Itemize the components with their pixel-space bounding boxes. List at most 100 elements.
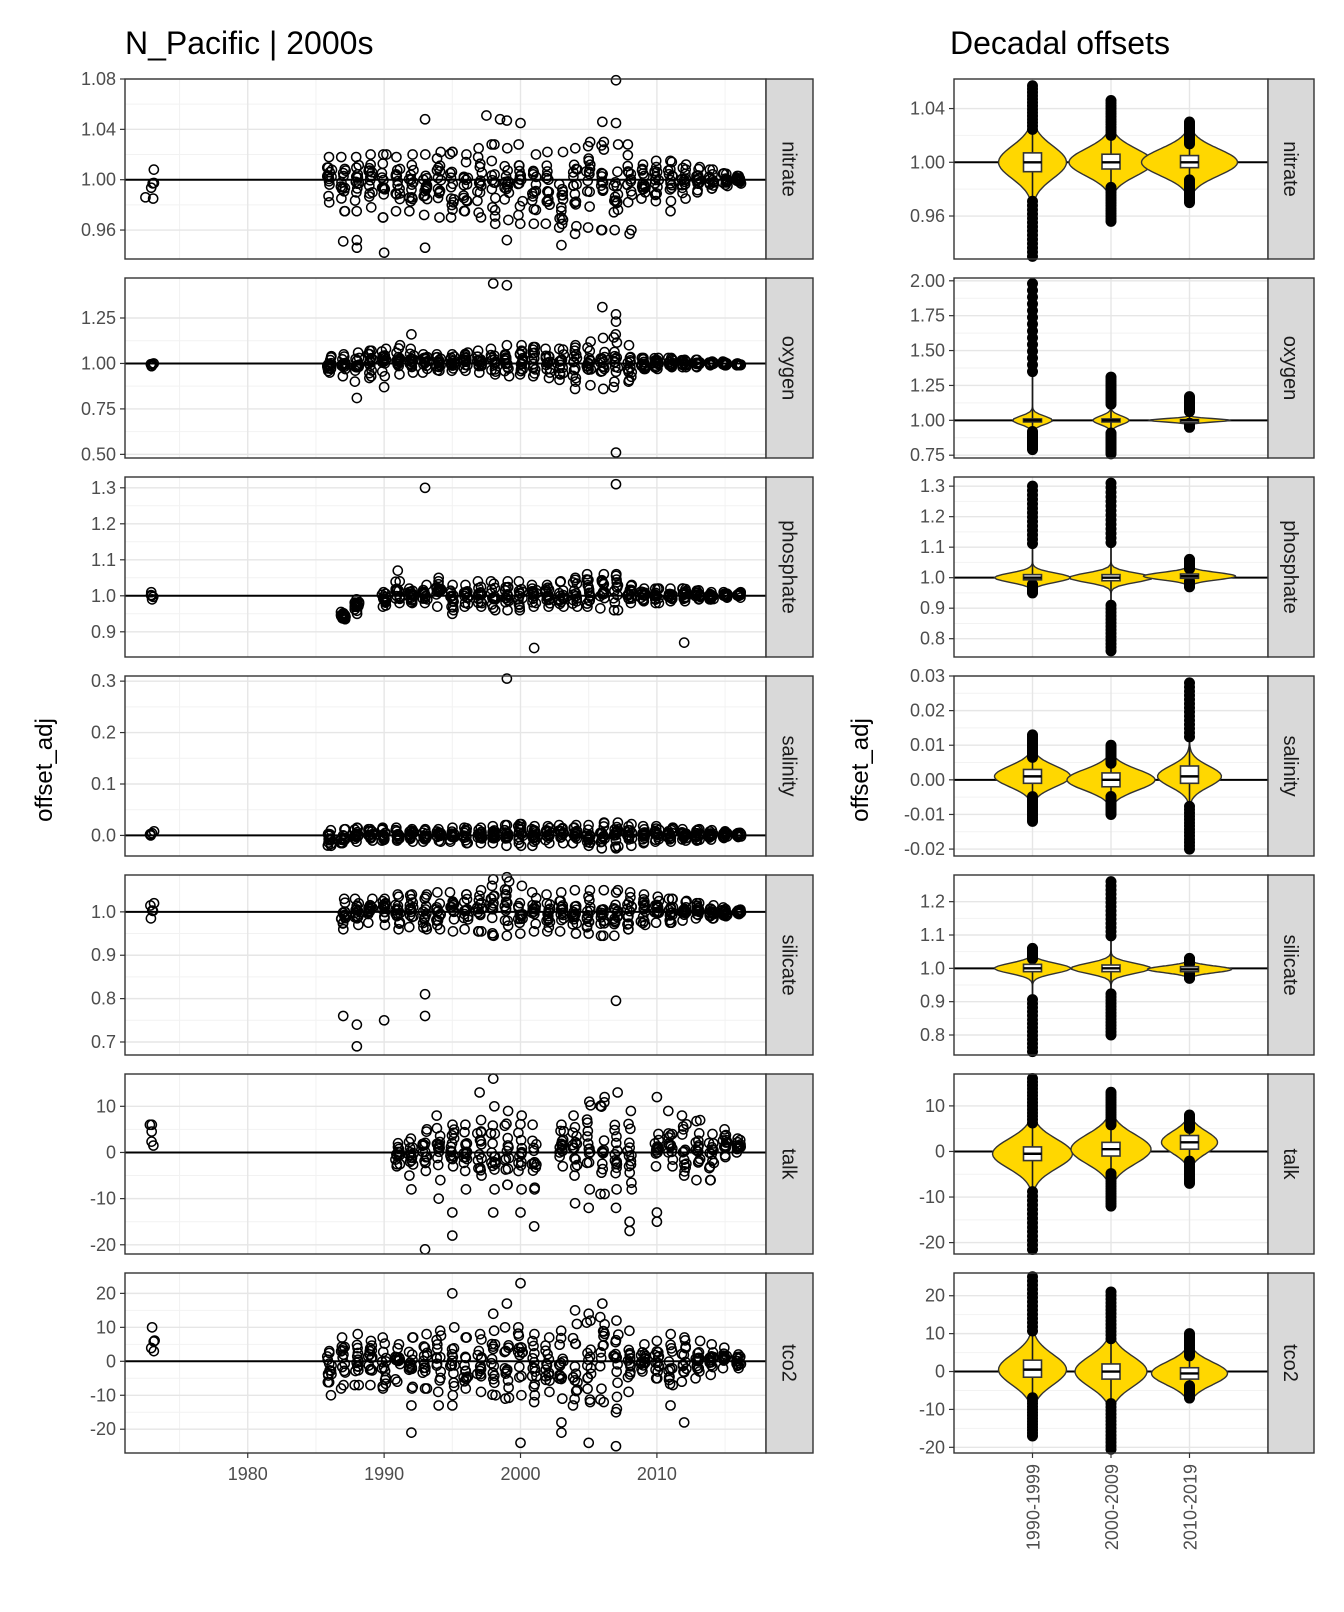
data-point — [500, 890, 512, 902]
x-tick-label: 1990-1999 — [1024, 1464, 1044, 1550]
data-point — [404, 1156, 416, 1168]
data-point — [403, 205, 415, 217]
data-point — [404, 591, 415, 603]
y-tick-label: -20 — [90, 1419, 116, 1439]
y-tick-label: 1.2 — [920, 892, 945, 912]
data-point — [596, 1383, 607, 1395]
data-point — [325, 1389, 337, 1401]
data-point — [623, 1386, 634, 1398]
data-point — [499, 1120, 511, 1132]
data-point — [502, 1375, 514, 1386]
data-point — [365, 171, 376, 183]
data-point — [609, 1148, 621, 1160]
data-point — [693, 1346, 705, 1358]
data-point — [403, 921, 415, 933]
data-point — [431, 1353, 443, 1364]
data-point — [635, 592, 647, 604]
data-point — [625, 1366, 636, 1378]
data-point — [609, 1155, 621, 1166]
outlier-point — [140, 191, 151, 203]
data-point — [623, 1137, 635, 1149]
data-point — [323, 175, 335, 187]
data-point — [611, 196, 623, 208]
outlier-dot — [1027, 729, 1038, 741]
data-point — [554, 895, 566, 907]
data-point — [376, 1362, 388, 1374]
data-point — [406, 353, 418, 365]
data-point — [486, 1353, 498, 1365]
data-point — [583, 574, 594, 586]
data-point — [608, 206, 620, 218]
data-point — [527, 1335, 538, 1347]
data-point — [474, 1328, 486, 1340]
data-point — [420, 891, 432, 903]
data-point — [418, 922, 429, 933]
right-panel-tco2: -20 -10 0 10 20 tco2 — [919, 1271, 1315, 1457]
outlier-point — [515, 1437, 526, 1449]
facet-label: talk — [778, 1148, 800, 1180]
left-title: N_Pacific | 2000s — [125, 25, 373, 61]
data-point — [514, 174, 525, 185]
data-point — [653, 174, 665, 186]
data-point — [379, 1338, 391, 1349]
data-point — [692, 175, 703, 186]
data-point — [595, 224, 607, 236]
data-point — [418, 1341, 430, 1352]
right-panel-oxygen: 0.75 1.00 1.25 1.50 1.75 2.00 oxygen — [910, 271, 1315, 465]
data-point — [543, 350, 555, 362]
violin-2000-2009 — [1070, 876, 1152, 1041]
data-point — [515, 1160, 527, 1171]
data-point — [598, 356, 609, 368]
data-point — [625, 351, 636, 363]
data-point — [488, 1360, 500, 1372]
y-tick-label: 0.9 — [920, 992, 945, 1012]
data-point — [446, 166, 458, 178]
data-point — [568, 1110, 579, 1121]
data-point — [407, 1332, 419, 1343]
data-point — [407, 176, 419, 188]
data-point — [514, 897, 526, 909]
data-point — [636, 352, 648, 364]
data-point — [623, 896, 635, 908]
data-point — [528, 186, 540, 198]
data-point — [569, 1152, 580, 1164]
data-point — [475, 596, 487, 608]
data-point — [568, 356, 580, 367]
data-point — [500, 903, 512, 914]
data-point — [460, 1138, 471, 1150]
data-point — [147, 359, 158, 371]
data-point — [598, 830, 610, 842]
facet-strip — [765, 1272, 814, 1454]
data-point — [599, 1188, 610, 1200]
data-point — [325, 360, 337, 372]
data-point — [582, 342, 593, 354]
data-point — [595, 1188, 606, 1200]
data-point — [639, 1353, 651, 1365]
data-point — [694, 1335, 706, 1347]
data-point — [513, 1361, 525, 1373]
data-point — [611, 1366, 623, 1378]
data-point — [681, 895, 692, 907]
data-point — [622, 166, 634, 177]
x-tick-label: 2010-2019 — [1181, 1464, 1201, 1550]
data-point — [447, 830, 459, 842]
data-point — [720, 1129, 732, 1141]
data-point — [694, 176, 705, 188]
data-point — [694, 1153, 706, 1165]
data-point — [528, 824, 540, 836]
data-point — [611, 1315, 622, 1326]
data-point — [663, 590, 675, 602]
facet-label: tco2 — [1279, 1344, 1301, 1382]
facet-strip — [1267, 476, 1315, 658]
data-point — [571, 1159, 583, 1171]
data-point — [639, 589, 650, 601]
data-point — [611, 1156, 623, 1168]
data-point — [624, 1325, 635, 1337]
data-point — [353, 1379, 365, 1391]
data-point — [393, 923, 404, 935]
data-point — [637, 917, 649, 929]
data-point — [679, 1335, 691, 1346]
data-point — [584, 831, 596, 842]
y-tick-label: 0.00 — [910, 770, 945, 790]
data-point — [472, 1154, 484, 1166]
